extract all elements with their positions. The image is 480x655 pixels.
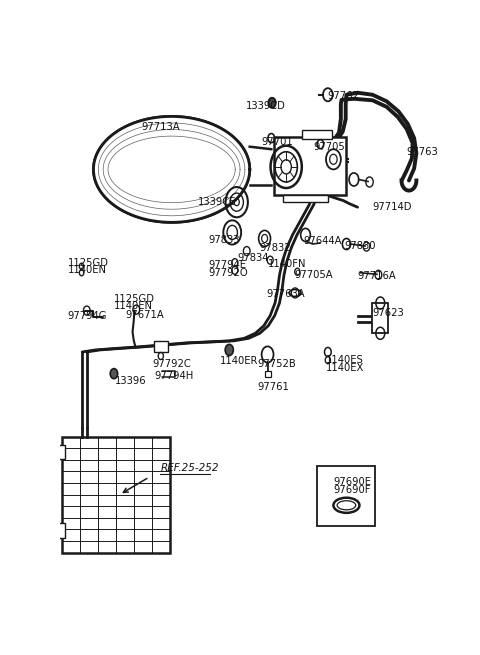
Text: 97761: 97761 [257,383,289,392]
Text: 1125GD: 1125GD [114,294,155,304]
Bar [317,466,375,527]
Text: 97690F: 97690F [334,485,371,495]
Bar [302,130,332,139]
Text: 1140FN: 1140FN [268,259,307,269]
Text: 97792O: 97792O [209,268,249,278]
Text: 97713A: 97713A [142,122,180,132]
Text: 97830: 97830 [345,241,376,251]
Text: 1125GD: 1125GD [67,257,108,268]
Circle shape [268,98,276,108]
Bar [154,341,168,352]
Text: 97794G: 97794G [67,310,107,321]
Text: 97623: 97623 [372,308,404,318]
Text: 97794H: 97794H [155,371,194,381]
Text: 1339CE: 1339CE [198,197,236,207]
Text: 13396: 13396 [115,376,147,386]
Text: 97762: 97762 [328,91,360,102]
Text: 97644A: 97644A [304,236,342,246]
Circle shape [110,369,118,379]
Bar [58,445,65,459]
Text: 97763: 97763 [406,147,438,157]
Text: 97792C: 97792C [152,358,191,369]
Text: 97714D: 97714D [372,202,412,212]
Text: 97752B: 97752B [257,358,296,369]
Text: 97832: 97832 [259,242,291,253]
Bar [62,437,170,553]
Text: 1339CD: 1339CD [246,102,286,111]
Polygon shape [94,117,250,222]
Text: 97705A: 97705A [294,271,333,280]
Text: 1140EX: 1140EX [326,363,364,373]
Text: 97705: 97705 [313,141,345,152]
Text: 97833: 97833 [209,235,240,245]
Bar [58,523,65,538]
Text: 97671A: 97671A [125,310,164,320]
Text: 1140ER: 1140ER [220,356,258,366]
Bar [274,137,347,195]
Text: 97834: 97834 [238,253,269,263]
Text: 1140EN: 1140EN [67,265,107,275]
Text: 97794E: 97794E [209,260,247,271]
Text: 97690E: 97690E [334,477,372,487]
Bar [264,371,271,377]
Text: 97701: 97701 [261,137,293,147]
Text: REF.25-252: REF.25-252 [160,463,219,473]
Text: 1140EN: 1140EN [114,301,153,311]
Bar [372,303,388,333]
Text: 97763A: 97763A [266,290,305,299]
Text: 97716A: 97716A [358,271,396,281]
Text: 1140ES: 1140ES [326,355,364,365]
Bar [283,195,328,202]
Circle shape [225,345,233,356]
